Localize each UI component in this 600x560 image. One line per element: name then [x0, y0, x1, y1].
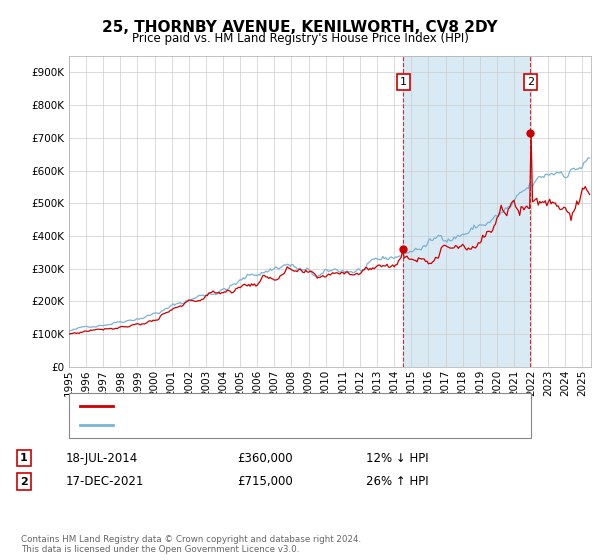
Text: £715,000: £715,000	[237, 475, 293, 488]
Text: 18-JUL-2014: 18-JUL-2014	[66, 451, 138, 465]
Text: £360,000: £360,000	[237, 451, 293, 465]
Text: 1: 1	[20, 453, 28, 463]
Text: Price paid vs. HM Land Registry's House Price Index (HPI): Price paid vs. HM Land Registry's House …	[131, 32, 469, 45]
Text: 1: 1	[400, 77, 407, 87]
Text: 17-DEC-2021: 17-DEC-2021	[66, 475, 145, 488]
Bar	[403, 56, 530, 367]
Text: 12% ↓ HPI: 12% ↓ HPI	[366, 451, 428, 465]
Text: 2: 2	[527, 77, 534, 87]
Text: HPI: Average price, detached house, Warwick: HPI: Average price, detached house, Warw…	[119, 421, 355, 431]
Text: 2: 2	[20, 477, 28, 487]
Text: Contains HM Land Registry data © Crown copyright and database right 2024.
This d: Contains HM Land Registry data © Crown c…	[21, 535, 361, 554]
Text: 26% ↑ HPI: 26% ↑ HPI	[366, 475, 428, 488]
Text: 25, THORNBY AVENUE, KENILWORTH, CV8 2DY (detached house): 25, THORNBY AVENUE, KENILWORTH, CV8 2DY …	[119, 400, 454, 410]
Text: 25, THORNBY AVENUE, KENILWORTH, CV8 2DY: 25, THORNBY AVENUE, KENILWORTH, CV8 2DY	[102, 20, 498, 35]
